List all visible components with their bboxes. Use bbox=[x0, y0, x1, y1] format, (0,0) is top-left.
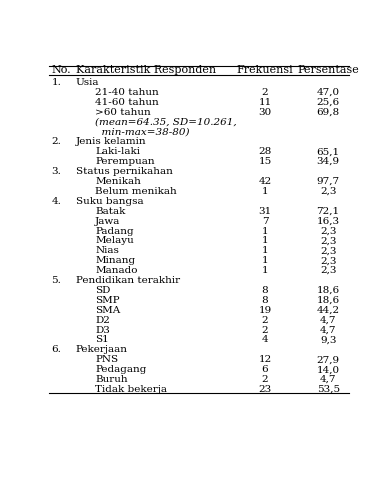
Text: 53,5: 53,5 bbox=[317, 385, 340, 394]
Text: 18,6: 18,6 bbox=[317, 286, 340, 295]
Text: Usia: Usia bbox=[76, 78, 99, 87]
Text: 97,7: 97,7 bbox=[317, 177, 340, 186]
Text: Frekuensi: Frekuensi bbox=[237, 65, 293, 75]
Text: Manado: Manado bbox=[95, 266, 138, 275]
Text: 6: 6 bbox=[262, 365, 268, 374]
Text: Status pernikahan: Status pernikahan bbox=[76, 167, 172, 176]
Text: Jenis kelamin: Jenis kelamin bbox=[76, 137, 146, 146]
Text: 11: 11 bbox=[258, 98, 272, 107]
Text: 5.: 5. bbox=[52, 276, 61, 285]
Text: 8: 8 bbox=[262, 286, 268, 295]
Text: 34,9: 34,9 bbox=[317, 157, 340, 166]
Text: Persentase: Persentase bbox=[297, 65, 359, 75]
Text: 9,3: 9,3 bbox=[320, 336, 336, 345]
Text: (mean=64.35, SD=10.261,: (mean=64.35, SD=10.261, bbox=[95, 118, 237, 127]
Text: 18,6: 18,6 bbox=[317, 296, 340, 305]
Text: 16,3: 16,3 bbox=[317, 216, 340, 226]
Text: 1: 1 bbox=[262, 246, 268, 255]
Text: Batak: Batak bbox=[95, 207, 125, 216]
Text: Menikah: Menikah bbox=[95, 177, 141, 186]
Text: 2: 2 bbox=[262, 316, 268, 324]
Text: 12: 12 bbox=[258, 355, 272, 364]
Text: No.: No. bbox=[52, 65, 71, 75]
Text: 2.: 2. bbox=[52, 137, 61, 146]
Text: Pekerjaan: Pekerjaan bbox=[76, 346, 128, 354]
Text: 6.: 6. bbox=[52, 346, 61, 354]
Text: 2,3: 2,3 bbox=[320, 246, 336, 255]
Text: Pedagang: Pedagang bbox=[95, 365, 147, 374]
Text: S1: S1 bbox=[95, 336, 109, 345]
Text: 41-60 tahun: 41-60 tahun bbox=[95, 98, 159, 107]
Text: 7: 7 bbox=[262, 216, 268, 226]
Text: PNS: PNS bbox=[95, 355, 118, 364]
Text: min-max=38-80): min-max=38-80) bbox=[95, 128, 190, 136]
Text: 44,2: 44,2 bbox=[317, 306, 340, 315]
Text: 30: 30 bbox=[258, 108, 272, 117]
Text: 2,3: 2,3 bbox=[320, 227, 336, 236]
Text: 4.: 4. bbox=[52, 197, 61, 206]
Text: 4,7: 4,7 bbox=[320, 316, 336, 324]
Text: 2: 2 bbox=[262, 88, 268, 97]
Text: 72,1: 72,1 bbox=[317, 207, 340, 216]
Text: 15: 15 bbox=[258, 157, 272, 166]
Text: Suku bangsa: Suku bangsa bbox=[76, 197, 143, 206]
Text: Tidak bekerja: Tidak bekerja bbox=[95, 385, 167, 394]
Text: 4: 4 bbox=[262, 336, 268, 345]
Text: 42: 42 bbox=[258, 177, 272, 186]
Text: 65,1: 65,1 bbox=[317, 147, 340, 156]
Text: 2,3: 2,3 bbox=[320, 187, 336, 196]
Text: 23: 23 bbox=[258, 385, 272, 394]
Text: 1: 1 bbox=[262, 237, 268, 245]
Text: 25,6: 25,6 bbox=[317, 98, 340, 107]
Text: Laki-laki: Laki-laki bbox=[95, 147, 140, 156]
Text: Buruh: Buruh bbox=[95, 375, 128, 384]
Text: 4,7: 4,7 bbox=[320, 375, 336, 384]
Text: 1: 1 bbox=[262, 256, 268, 265]
Text: 1.: 1. bbox=[52, 78, 61, 87]
Text: 1: 1 bbox=[262, 187, 268, 196]
Text: 2,3: 2,3 bbox=[320, 266, 336, 275]
Text: Nias: Nias bbox=[95, 246, 119, 255]
Text: SMP: SMP bbox=[95, 296, 120, 305]
Text: 8: 8 bbox=[262, 296, 268, 305]
Text: 2,3: 2,3 bbox=[320, 237, 336, 245]
Text: Pendidikan terakhir: Pendidikan terakhir bbox=[76, 276, 180, 285]
Text: 4,7: 4,7 bbox=[320, 325, 336, 335]
Text: Karakteristik Responden: Karakteristik Responden bbox=[76, 65, 216, 75]
Text: Belum menikah: Belum menikah bbox=[95, 187, 177, 196]
Text: 2,3: 2,3 bbox=[320, 256, 336, 265]
Text: 3.: 3. bbox=[52, 167, 61, 176]
Text: 2: 2 bbox=[262, 325, 268, 335]
Text: Perempuan: Perempuan bbox=[95, 157, 155, 166]
Text: Melayu: Melayu bbox=[95, 237, 134, 245]
Text: Jawa: Jawa bbox=[95, 216, 121, 226]
Text: 1: 1 bbox=[262, 266, 268, 275]
Text: 28: 28 bbox=[258, 147, 272, 156]
Text: 69,8: 69,8 bbox=[317, 108, 340, 117]
Text: Padang: Padang bbox=[95, 227, 134, 236]
Text: SMA: SMA bbox=[95, 306, 120, 315]
Text: 19: 19 bbox=[258, 306, 272, 315]
Text: SD: SD bbox=[95, 286, 111, 295]
Text: >60 tahun: >60 tahun bbox=[95, 108, 151, 117]
Text: 31: 31 bbox=[258, 207, 272, 216]
Text: D3: D3 bbox=[95, 325, 110, 335]
Text: 14,0: 14,0 bbox=[317, 365, 340, 374]
Text: 21-40 tahun: 21-40 tahun bbox=[95, 88, 159, 97]
Text: 1: 1 bbox=[262, 227, 268, 236]
Text: 2: 2 bbox=[262, 375, 268, 384]
Text: 27,9: 27,9 bbox=[317, 355, 340, 364]
Text: Minang: Minang bbox=[95, 256, 135, 265]
Text: 47,0: 47,0 bbox=[317, 88, 340, 97]
Text: D2: D2 bbox=[95, 316, 110, 324]
